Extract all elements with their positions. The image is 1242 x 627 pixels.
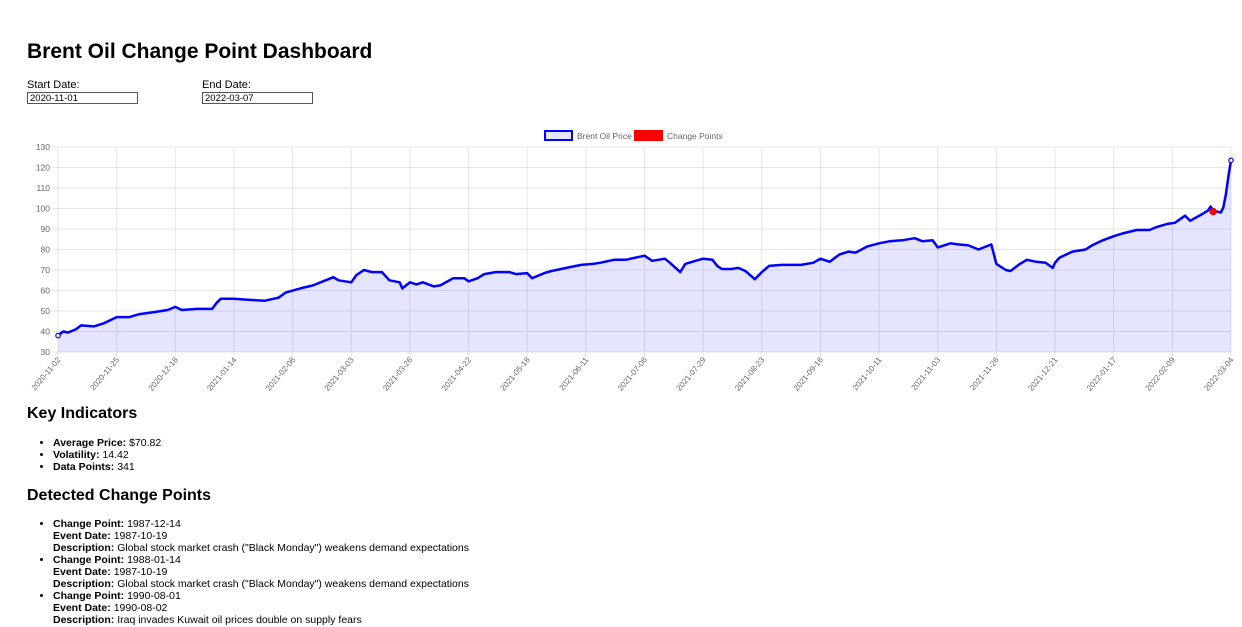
legend-swatch [544, 130, 573, 141]
end-date-label: End Date: [202, 79, 251, 91]
change-point-date: 1990-08-01 [127, 590, 181, 602]
indicator-label: Average Price: [53, 437, 127, 449]
description-label: Description: [53, 542, 115, 554]
x-tick-label: 2021-06-11 [558, 355, 591, 392]
event-date-label: Event Date: [53, 566, 111, 578]
indicator-label: Data Points: [53, 461, 115, 473]
y-tick-label: 60 [41, 286, 51, 296]
change-point-item: Change Point: 1987-12-14 Event Date: 198… [53, 518, 469, 554]
x-tick-label: 2020-11-25 [88, 355, 121, 392]
x-tick-label: 2021-11-26 [968, 355, 1001, 392]
y-tick-label: 90 [41, 224, 51, 234]
legend-label: Change Points [667, 131, 723, 141]
y-tick-label: 110 [36, 183, 50, 193]
page-title: Brent Oil Change Point Dashboard [27, 40, 373, 63]
key-indicators-list: Average Price: $70.82 Volatility: 14.42 … [39, 437, 161, 473]
change-points-heading: Detected Change Points [27, 487, 212, 504]
y-tick-label: 130 [36, 142, 50, 152]
y-tick-label: 50 [41, 306, 51, 316]
price-line [57, 160, 1233, 337]
change-point-label: Change Point: [53, 518, 125, 530]
y-tick-label: 40 [41, 327, 51, 337]
x-tick-label: 2022-02-09 [1144, 355, 1178, 393]
change-point-label: Change Point: [53, 554, 125, 566]
x-tick-label: 2021-07-29 [674, 355, 708, 393]
x-tick-label: 2021-09-16 [792, 355, 826, 393]
x-tick-label: 2020-12-18 [147, 355, 181, 393]
x-tick-label: 2021-02-08 [264, 355, 298, 393]
event-date: 1990-08-02 [113, 602, 168, 614]
key-indicators-heading: Key Indicators [27, 405, 138, 422]
indicator-value: 14.42 [102, 449, 129, 461]
x-tick-label: 2022-03-04 [1202, 355, 1236, 393]
x-tick-label: 2021-08-23 [733, 355, 767, 393]
y-tick-label: 80 [41, 245, 51, 255]
x-tick-label: 2021-01-14 [205, 355, 239, 393]
x-tick-label: 2021-07-06 [616, 355, 650, 393]
event-date: 1987-10-19 [113, 566, 168, 578]
x-tick-label: 2021-03-03 [323, 355, 357, 393]
x-tick-label: 2021-03-26 [381, 355, 415, 393]
x-tick-label: 2021-12-21 [1026, 355, 1060, 393]
indicator-average-price: Average Price: $70.82 [53, 437, 161, 449]
event-date-label: Event Date: [53, 602, 111, 614]
price-point [55, 332, 61, 339]
start-date-input[interactable] [27, 92, 138, 104]
event-date: 1987-10-19 [113, 530, 168, 542]
y-tick-label: 100 [36, 204, 50, 214]
end-date-field: End Date: [202, 79, 313, 104]
end-date-input[interactable] [202, 92, 313, 104]
indicator-label: Volatility: [53, 449, 100, 461]
change-points-list: Change Point: 1987-12-14 Event Date: 198… [39, 518, 469, 626]
x-tick-label: 2021-11-03 [909, 355, 942, 392]
event-description: Global stock market crash ("Black Monday… [117, 578, 469, 590]
x-tick-label: 2021-04-22 [440, 355, 474, 393]
event-date-label: Event Date: [53, 530, 111, 542]
change-point-item: Change Point: 1988-01-14 Event Date: 198… [53, 554, 469, 590]
indicator-data-points: Data Points: 341 [53, 461, 161, 473]
change-point-date: 1988-01-14 [127, 554, 181, 566]
start-date-label: Start Date: [27, 79, 80, 91]
price-point [1228, 157, 1234, 164]
x-tick-label: 2021-10-11 [851, 355, 884, 392]
description-label: Description: [53, 614, 115, 626]
event-description: Iraq invades Kuwait oil prices double on… [117, 614, 362, 626]
change-point-label: Change Point: [53, 590, 125, 602]
change-point-marker [1209, 207, 1217, 216]
description-label: Description: [53, 578, 115, 590]
x-tick-label: 2022-01-17 [1085, 355, 1119, 393]
indicator-value: 341 [117, 461, 135, 473]
legend-swatch [634, 130, 663, 141]
price-chart: 30 40 50 60 70 80 90 100 110 120 130 2020-11-02 2020… [30, 130, 1236, 393]
indicator-volatility: Volatility: 14.42 [53, 449, 161, 461]
y-tick-label: 30 [41, 347, 51, 357]
change-point-date: 1987-12-14 [127, 518, 181, 530]
change-point-item: Change Point: 1990-08-01 Event Date: 199… [53, 590, 469, 626]
x-tick-label: 2020-11-02 [30, 355, 63, 392]
start-date-field: Start Date: [27, 79, 138, 104]
event-description: Global stock market crash ("Black Monday… [117, 542, 469, 554]
x-tick-label: 2021-05-18 [499, 355, 533, 393]
y-tick-label: 70 [41, 265, 51, 275]
legend-label: Brent Oil Price [577, 131, 632, 141]
y-tick-label: 120 [36, 163, 50, 173]
indicator-value: $70.82 [129, 437, 162, 449]
